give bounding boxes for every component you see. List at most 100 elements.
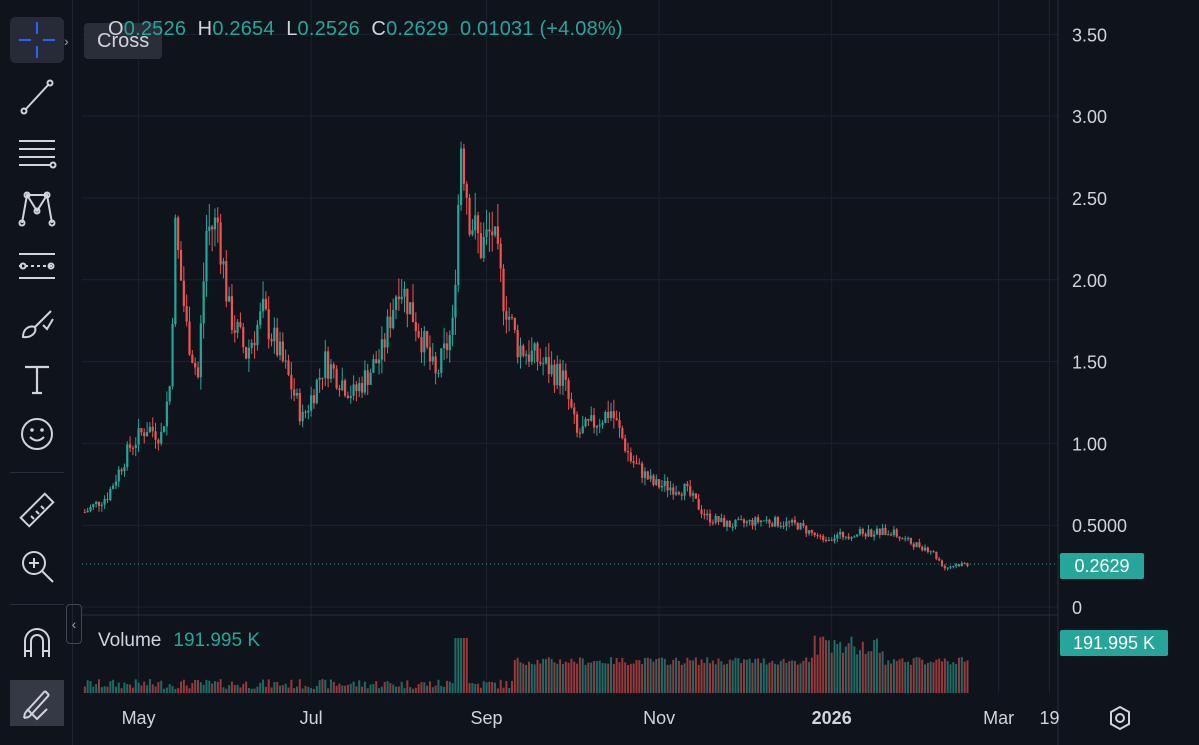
candle-body [901,538,904,540]
volume-bar [841,652,844,693]
volume-bar [576,663,579,693]
zoom-in-tool-button[interactable] [10,543,64,589]
volume-bar [341,685,344,693]
volume-bar [779,660,782,693]
candle-body [369,372,372,385]
candle-body [833,538,836,541]
candle-body [909,537,912,544]
y-tick-label: 2.00 [1072,271,1107,291]
lock-drawings-tool-button[interactable] [10,680,64,726]
magnet-tool-button[interactable] [10,620,64,666]
volume-bar [581,658,584,693]
candle-body [196,367,200,378]
trend-line-icon [20,79,54,115]
candle-body [810,530,813,533]
brush-tool-button[interactable] [10,300,64,346]
candle-body [377,359,381,364]
candle-body [861,528,864,534]
crosshair-tool-button[interactable] [10,17,64,63]
candle-body [923,547,927,551]
forecast-tool-button[interactable] [10,243,64,289]
candle-body [717,516,720,522]
volume-bar [479,687,482,693]
candle-body [437,372,440,374]
candle-body [819,535,822,537]
candle-body [273,327,276,342]
candle-body [114,481,118,486]
volume-bar [403,688,406,693]
volume-bar [216,681,219,693]
candle-body [816,535,819,537]
volume-bar [626,664,629,693]
y-tick-label: 3.00 [1072,107,1107,127]
volume-bar [788,661,791,693]
x-tick-label: May [122,708,156,728]
candle-body [505,311,508,320]
volume-bar [395,686,398,693]
volume-bar [95,684,98,693]
text-tool-button[interactable] [10,356,64,402]
candle-body [100,504,103,506]
candle-body [468,197,471,235]
volume-bar [177,687,180,693]
volume-bar [157,682,160,693]
tool-options-chevron-icon[interactable]: › [64,33,69,49]
candle-body [615,418,618,421]
candle-body [748,519,751,522]
volume-bar [536,659,539,693]
fib-retracement-tool-button[interactable] [10,130,64,176]
volume-bar [165,687,168,693]
candle-body [904,538,907,540]
forecast-icon [19,253,55,279]
volume-bar [174,688,177,693]
volume-bar [440,685,443,693]
candle-body [587,418,590,421]
volume-bar [426,685,429,693]
volume-bar [491,681,494,693]
volume-bar [590,662,593,693]
candle-body [372,359,375,373]
candle-body [963,563,966,565]
candle-body [658,479,661,488]
volume-bar [544,659,547,693]
candle-body [742,519,746,524]
candle-body [380,339,383,360]
volume-bar [768,662,771,693]
volume-bar [740,663,743,693]
candle-body [242,327,245,348]
volume-bar [816,654,819,693]
y-tick-label: 0.5000 [1072,516,1127,536]
candle-body [202,281,205,324]
candle-body [867,529,870,537]
pattern-tool-button[interactable] [10,186,64,232]
candle-body [168,386,171,402]
collapse-toolbar-button[interactable]: ‹ [66,604,82,644]
candle-body [479,233,482,258]
volume-bar [185,685,188,693]
volume-bar [527,661,530,693]
candle-body [355,384,358,392]
trend-line-tool-button[interactable] [10,73,64,119]
volume-bar [228,685,231,693]
volume-bar [134,679,137,693]
volume-bar [805,657,808,693]
volume-bar [358,680,361,693]
volume-bar [635,659,638,693]
volume-bar [151,684,154,693]
candle-body [575,414,579,433]
candle-body [366,370,369,385]
volume-bar [284,683,287,693]
settings-gear-icon[interactable] [1106,704,1134,732]
candle-body [349,395,352,398]
ruler-tool-button[interactable] [10,487,64,533]
candle-body [335,368,338,389]
volume-bar [757,658,760,693]
emoji-tool-button[interactable] [10,411,64,457]
candle-body [527,354,531,362]
candle-body [261,298,265,312]
candle-body [660,485,664,488]
candle-body [445,343,449,351]
candle-body [672,487,675,495]
volume-bar [610,657,613,693]
